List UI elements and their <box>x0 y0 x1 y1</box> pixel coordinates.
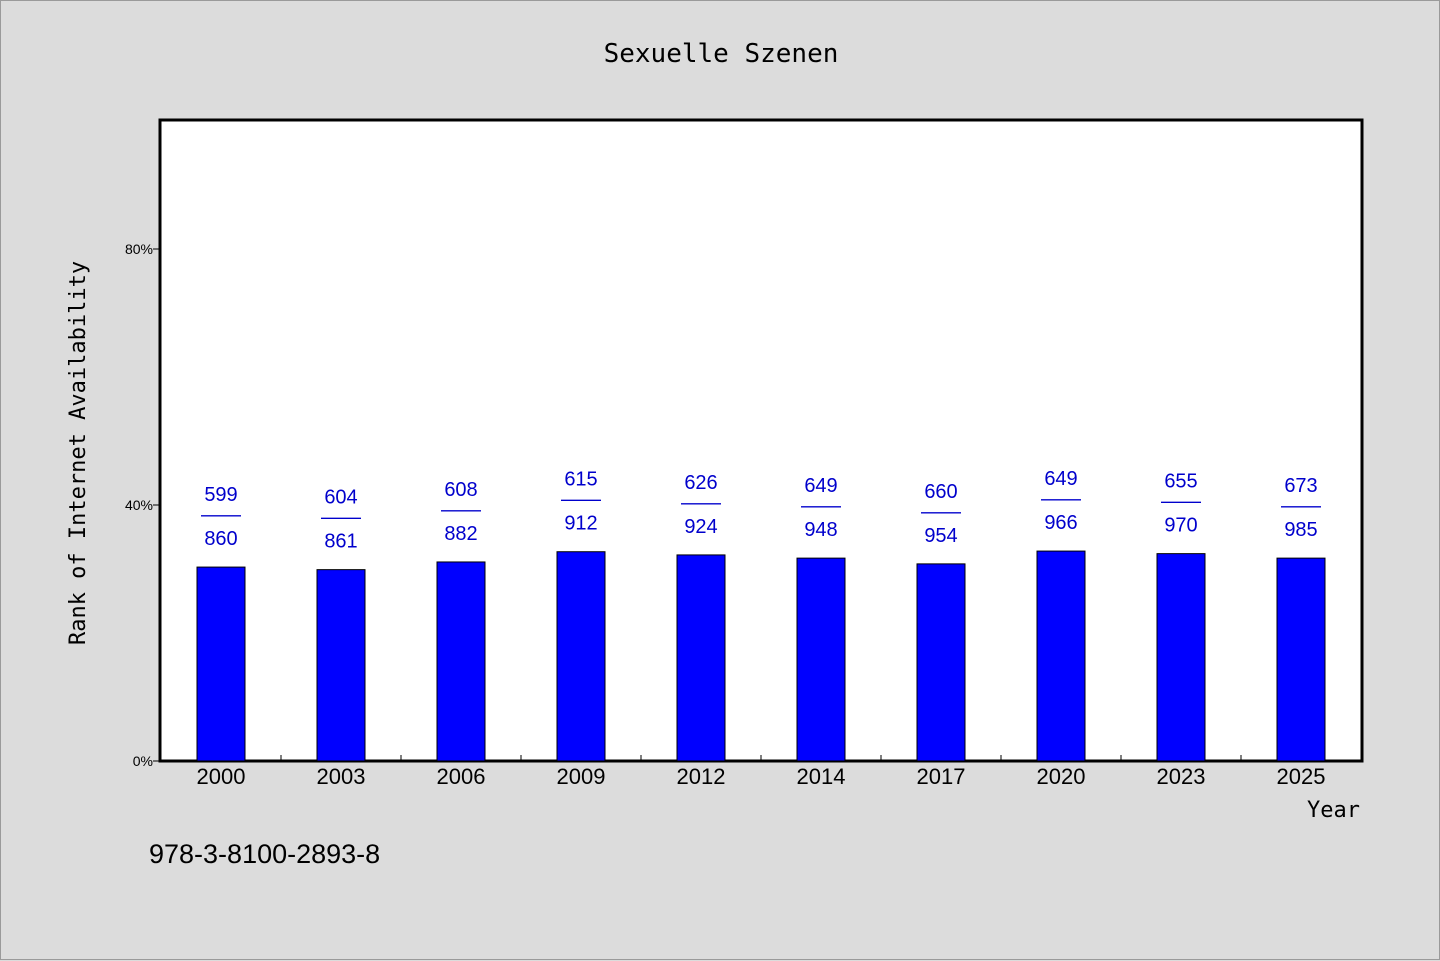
bar-label-separator: —— <box>1161 491 1201 513</box>
bars-layer <box>196 550 1326 762</box>
bar-label-bottom: 882 <box>444 523 477 545</box>
bar <box>556 551 606 762</box>
bar-label-separator: —— <box>201 504 241 526</box>
x-axis: 2000 2003 2006 2009 2012 2014 2017 2020 2023 2025 <box>197 755 1326 789</box>
x-tick-label: 2012 <box>677 764 726 789</box>
x-tick-label: 2000 <box>197 764 246 789</box>
bar-label-top: 655 <box>1164 471 1197 493</box>
bar-label-top: 660 <box>924 481 957 503</box>
bar-label-top: 615 <box>564 469 597 491</box>
y-axis-title: Rank of Internet Availability <box>66 261 91 645</box>
bar-label-bottom: 948 <box>804 519 837 541</box>
x-tick-label: 2009 <box>557 764 606 789</box>
bar-label-top: 673 <box>1284 475 1317 497</box>
bar-label-separator: —— <box>921 501 961 523</box>
bar <box>1036 550 1086 762</box>
isbn-footer: 978-3-8100-2893-8 <box>149 839 380 869</box>
bar-label-top: 649 <box>804 475 837 497</box>
x-tick-label: 2014 <box>797 764 846 789</box>
bar <box>1156 553 1206 762</box>
chart-title: Sexuelle Szenen <box>604 39 839 69</box>
y-tick-label: 80% <box>125 241 153 257</box>
bar <box>676 554 726 762</box>
bar-label-bottom: 912 <box>564 513 597 535</box>
bar-label-separator: —— <box>681 492 721 514</box>
bar-label-bottom: 970 <box>1164 515 1197 537</box>
bar-label-bottom: 860 <box>204 528 237 550</box>
bar-label-separator: —— <box>561 489 601 511</box>
x-tick-label: 2017 <box>917 764 966 789</box>
bar <box>436 561 486 762</box>
bar-label-separator: —— <box>1281 495 1321 517</box>
bar <box>796 557 846 762</box>
x-tick-label: 2023 <box>1157 764 1206 789</box>
bar-label-bottom: 966 <box>1044 512 1077 534</box>
bar-label-top: 604 <box>324 487 357 509</box>
bar-label-top: 626 <box>684 472 717 494</box>
bar-label-bottom: 954 <box>924 525 957 547</box>
bar-label-top: 649 <box>1044 468 1077 490</box>
bar-label-separator: —— <box>801 495 841 517</box>
data-labels: 599——860604——861608——882615——912626——924… <box>201 468 1321 553</box>
x-tick-label: 2003 <box>317 764 366 789</box>
x-axis-title: Year <box>1307 798 1360 823</box>
x-tick-label: 2025 <box>1277 764 1326 789</box>
bar <box>916 563 966 762</box>
bar-label-bottom: 924 <box>684 516 717 538</box>
bar <box>196 566 246 762</box>
bar-label-bottom: 861 <box>324 531 357 553</box>
bar-label-separator: —— <box>441 499 481 521</box>
y-tick-label: 0% <box>133 753 153 769</box>
bar-label-separator: —— <box>321 507 361 529</box>
y-tick-label: 40% <box>125 497 153 513</box>
bar-label-separator: —— <box>1041 488 1081 510</box>
bar-label-bottom: 985 <box>1284 519 1317 541</box>
bar-label-top: 608 <box>444 479 477 501</box>
bar-label-top: 599 <box>204 484 237 506</box>
x-tick-label: 2006 <box>437 764 486 789</box>
bar <box>316 569 366 762</box>
bar <box>1276 557 1326 762</box>
y-axis: 0% 40% 80% <box>125 241 161 769</box>
x-tick-label: 2020 <box>1037 764 1086 789</box>
